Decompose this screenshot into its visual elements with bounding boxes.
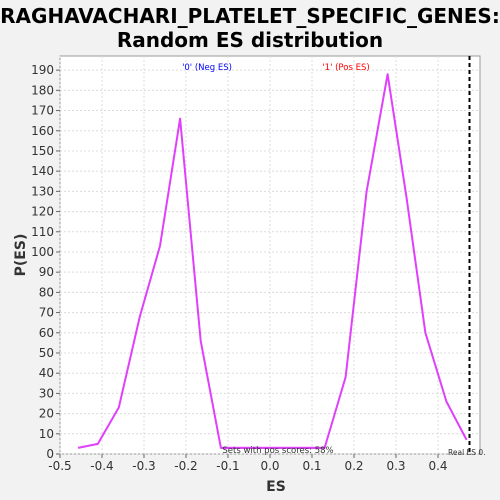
y-axis-label: P(ES) [13, 234, 29, 277]
x-tick-label: 0.0 [260, 459, 279, 473]
data-series [77, 56, 471, 454]
x-tick-label: 0.3 [386, 459, 405, 473]
y-tick-label: 20 [39, 407, 54, 421]
y-tick-label: 150 [31, 144, 54, 158]
chart-subtitle: Random ES distribution [116, 28, 384, 52]
y-tick-label: 170 [31, 104, 54, 118]
y-tick-label: 90 [39, 265, 54, 279]
y-tick-label: 40 [39, 366, 54, 380]
y-tick-label: 140 [31, 164, 54, 178]
y-tick-label: 120 [31, 205, 54, 219]
x-tick-label: -0.1 [216, 459, 239, 473]
pos-es-annotation: '1' (Pos ES) [322, 63, 369, 73]
y-tick-label: 100 [31, 245, 54, 259]
plot-area [59, 55, 481, 455]
x-tick-label: -0.5 [48, 459, 71, 473]
y-tick-label: 180 [31, 83, 54, 97]
y-tick-label: 0 [46, 447, 54, 461]
y-tick-label: 30 [39, 386, 54, 400]
y-tick-label: 110 [31, 225, 54, 239]
y-tick-label: 160 [31, 124, 54, 138]
x-tick-label: 0.1 [302, 459, 321, 473]
pos-scores-annotation: Sets with pos scores: 58% [222, 446, 333, 456]
y-tick-label: 60 [39, 326, 54, 340]
y-tick-label: 70 [39, 306, 54, 320]
real-es-annotation: Real ES 0. [448, 448, 486, 457]
neg-es-annotation: '0' (Neg ES) [182, 63, 232, 73]
x-tick-label: 0.4 [428, 459, 447, 473]
y-tick-label: 130 [31, 184, 54, 198]
grid-lines [59, 56, 480, 455]
y-tick-label: 80 [39, 285, 54, 299]
x-tick-label: -0.2 [174, 459, 197, 473]
y-tick-label: 10 [39, 427, 54, 441]
x-tick-label: 0.2 [344, 459, 363, 473]
x-axis-label: ES [266, 479, 286, 495]
chart-title: RAGHAVACHARI_PLATELET_SPECIFIC_GENES: [0, 4, 500, 28]
axis-ticks: -0.5 -0.4 -0.3 -0.2 -0.1 0.0 0.1 0.2 0.3 0.4 0 10 20… [31, 63, 447, 473]
y-tick-label: 50 [39, 346, 54, 360]
y-tick-label: 190 [31, 63, 54, 77]
x-tick-label: -0.3 [132, 459, 155, 473]
x-tick-label: -0.4 [90, 459, 113, 473]
